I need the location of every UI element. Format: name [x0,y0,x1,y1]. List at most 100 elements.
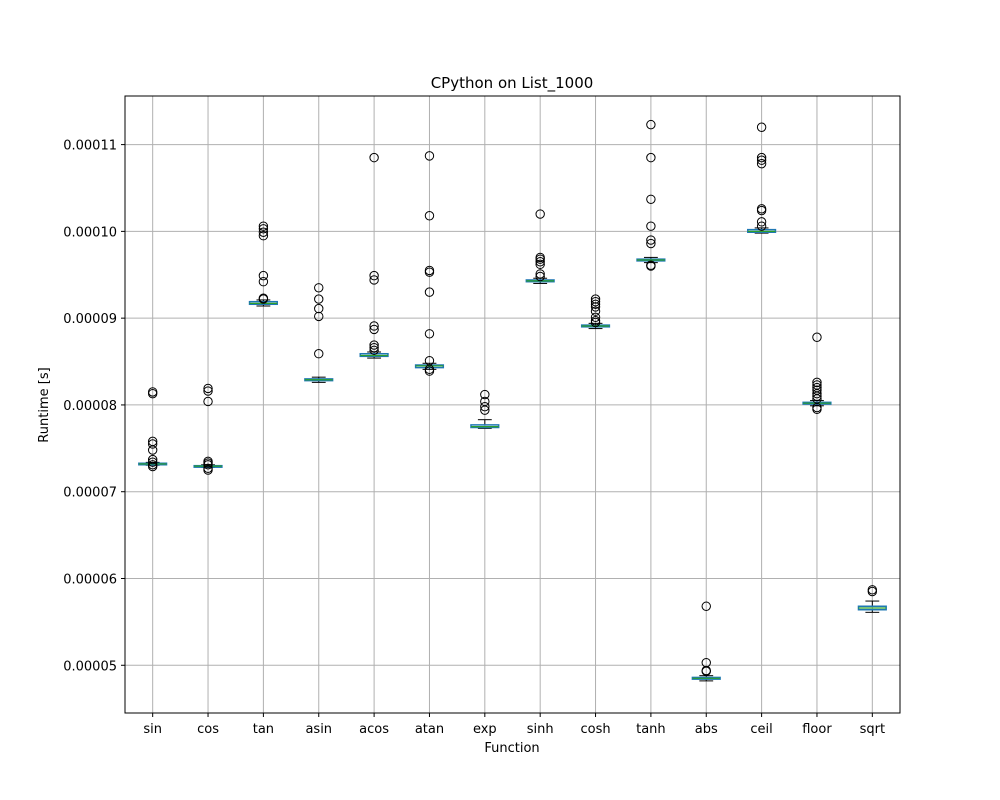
outlier-point [756,217,767,227]
box-asin [304,283,334,383]
outlier-point [369,324,379,335]
box-layer [138,119,887,682]
x-tick-label: cosh [580,722,610,737]
outlier-point [203,465,213,475]
outlier-point [646,235,656,245]
outlier-point [535,254,545,264]
outlier-point [147,461,158,472]
outlier-point [590,306,601,316]
x-tick-label: asin [305,722,332,737]
outlier-point [314,283,324,293]
outlier-point [480,405,490,415]
x-tick-label: ceil [750,722,772,737]
box-acos [359,152,389,359]
outlier-point [812,391,822,401]
box-tanh [636,119,666,271]
outlier-point [258,294,269,304]
outlier-point [590,312,601,322]
outlier-point [812,377,822,388]
outlier-point [756,221,767,231]
outlier-point [646,194,656,204]
outlier-point [203,460,213,470]
outlier-point [535,269,545,279]
outlier-point [314,349,324,359]
outlier-point [646,152,656,163]
box-sinh [525,209,555,284]
x-tick-label: cos [197,722,219,737]
outlier-point [314,303,324,314]
outlier-point [756,122,767,132]
x-tick-label: acos [359,722,389,737]
outlier-point [701,601,711,611]
box-cosh [580,294,611,330]
outlier-point [369,270,379,281]
outlier-point [258,221,269,231]
x-tick-label: tan [253,722,274,737]
outlier-point [203,386,213,396]
outlier-point [535,271,545,282]
y-tick-label: 0.00007 [63,486,117,501]
outlier-point [701,666,711,677]
y-tick-label: 0.00010 [63,225,117,240]
x-tick-label: sinh [527,722,554,737]
outlier-point [203,383,213,394]
box-sin [138,387,168,472]
box-tan [248,221,278,307]
x-tick-label: tanh [636,722,666,737]
outlier-point [480,389,490,400]
outlier-point [424,366,435,376]
outlier-point [147,457,158,467]
outlier-point [147,445,158,455]
outlier-point [756,205,767,216]
outlier-point [535,259,545,270]
x-tick-label: abs [695,722,718,737]
outlier-point [480,401,490,412]
outlier-point [424,267,435,277]
outlier-point [590,296,601,307]
outlier-point [258,231,269,241]
x-tick-label: sqrt [860,722,885,737]
x-axis-label: Function [484,741,539,756]
outlier-point [535,257,545,267]
x-axis: sin cos tan asin acos atan exp sinh cosh tanh abs c… [143,713,885,737]
outlier-point [590,302,601,312]
outlier-point [258,270,269,281]
y-tick-label: 0.00009 [63,312,117,327]
chart-title: CPython on List_1000 [431,74,594,93]
box-abs [691,601,721,682]
outlier-point [147,439,158,449]
outlier-point [756,152,767,163]
outlier-point [369,342,379,353]
outlier-point [756,155,767,165]
y-axis: 0.00005 0.00006 0.00007 0.00008 0.00009 0.000… [63,139,125,674]
outlier-point [646,261,656,271]
outlier-point [590,317,601,328]
y-tick-label: 0.00011 [63,139,117,154]
y-axis-label: Runtime [s] [37,367,52,442]
x-tick-label: exp [473,722,497,737]
outlier-point [369,321,379,331]
outlier-point [369,275,379,285]
outlier-point [812,332,822,342]
x-tick-label: sin [143,722,162,737]
outlier-point [147,454,158,465]
outlier-point [424,151,435,161]
outlier-point [369,345,379,355]
x-tick-label: atan [415,722,444,737]
grid-layer [125,96,900,713]
outlier-point [590,299,601,309]
outlier-point [147,388,158,399]
outlier-point [369,152,379,163]
y-tick-label: 0.00008 [63,399,117,414]
outlier-point [812,388,822,399]
box-atan [414,151,445,376]
box-sqrt [857,585,887,613]
outlier-point [258,227,269,237]
outlier-point [424,287,435,297]
outlier-point [646,119,656,130]
outlier-point [258,224,269,234]
outlier-point [812,404,822,414]
box-cos [193,383,223,475]
